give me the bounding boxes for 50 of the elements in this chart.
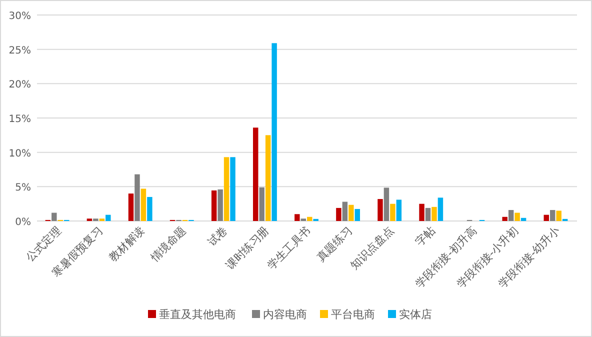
bar	[336, 208, 342, 221]
bar	[253, 128, 258, 221]
bar	[128, 194, 134, 221]
bar	[514, 212, 520, 221]
bar	[378, 199, 383, 221]
legend-label: 实体店	[399, 308, 432, 321]
bar	[147, 196, 152, 221]
bar	[134, 174, 140, 221]
bar	[230, 157, 236, 221]
bar	[224, 157, 230, 221]
y-tick-label: 0%	[15, 217, 31, 228]
bar	[438, 198, 444, 221]
bar	[307, 216, 312, 221]
bar	[354, 208, 360, 221]
y-tick-label: 20%	[8, 80, 31, 91]
bar	[508, 210, 514, 221]
bar	[396, 200, 402, 221]
y-tick-label: 10%	[8, 148, 31, 160]
bar	[390, 204, 396, 221]
legend-label: 垂直及其他电商	[159, 308, 236, 321]
bar	[342, 202, 348, 221]
bar	[272, 43, 277, 221]
bar	[550, 210, 556, 221]
x-tick-label: 字帖	[412, 224, 438, 249]
bar	[384, 188, 390, 221]
y-tick-label: 25%	[8, 45, 31, 56]
bar	[432, 206, 437, 221]
y-tick-label: 15%	[8, 114, 31, 125]
bar	[556, 210, 562, 221]
bar	[419, 204, 424, 221]
bar	[259, 187, 264, 221]
bar	[502, 216, 508, 221]
bar	[106, 214, 111, 221]
y-tick-label: 5%	[15, 182, 31, 194]
bar	[544, 214, 549, 221]
bar	[218, 189, 223, 221]
legend-label: 平台电商	[331, 308, 375, 321]
x-tick-label: 情境命题	[147, 224, 189, 265]
bar	[425, 208, 431, 221]
bar	[348, 204, 354, 221]
bar	[265, 135, 271, 221]
bar	[52, 212, 57, 221]
bar	[520, 218, 526, 221]
legend-label: 内容电商	[263, 308, 307, 321]
y-tick-label: 30%	[8, 11, 31, 22]
bar	[211, 190, 217, 221]
bar	[294, 214, 300, 221]
x-tick-label: 教材解读	[106, 224, 147, 264]
bar	[140, 188, 146, 221]
x-tick-label: 试卷	[205, 224, 230, 249]
